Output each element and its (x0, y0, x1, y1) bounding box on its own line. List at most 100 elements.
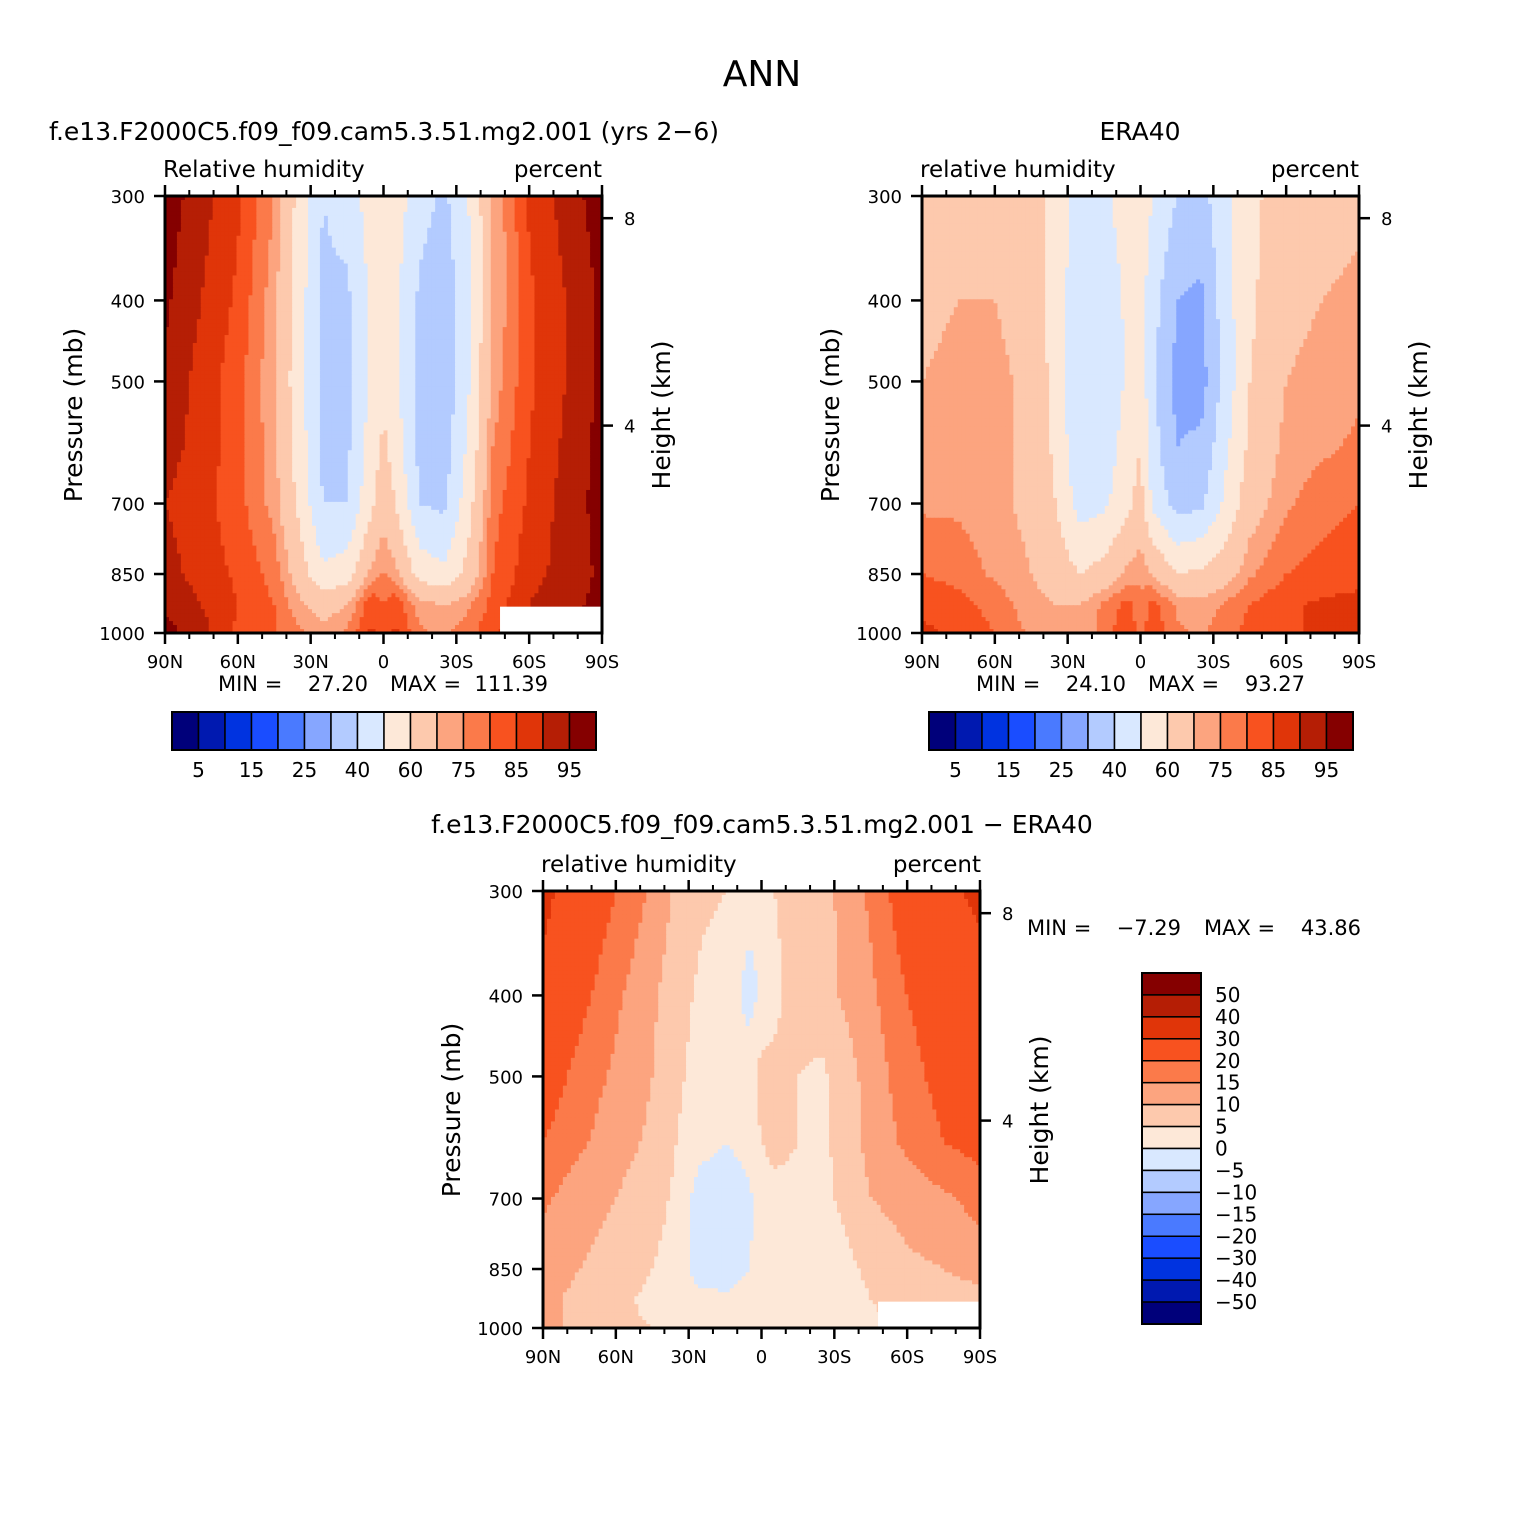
contour-cell (348, 268, 353, 273)
contour-cell (399, 220, 404, 225)
contour-cell (348, 216, 353, 221)
contour-cell (562, 252, 567, 257)
contour-cell (300, 244, 305, 249)
contour-cell (423, 252, 428, 257)
contour-cell (376, 295, 381, 300)
contour-cell (554, 351, 559, 356)
contour-cell (244, 204, 249, 209)
contour-cell (356, 339, 361, 344)
contour-cell (411, 343, 416, 348)
contour-cell (181, 347, 186, 352)
contour-cell (320, 363, 325, 368)
contour-cell (562, 343, 567, 348)
contour-cell (391, 224, 396, 229)
contour-cell (411, 335, 416, 340)
contour-cell (439, 295, 444, 300)
contour-cell (264, 319, 269, 324)
contour-cell (181, 311, 186, 316)
contour-cell (356, 359, 361, 364)
contour-cell (447, 371, 452, 376)
contour-cell (427, 371, 432, 376)
contour-cell (384, 216, 389, 221)
contour-cell (372, 244, 377, 249)
contour-cell (272, 268, 277, 273)
contour-cell (348, 311, 353, 316)
contour-cell (336, 307, 341, 312)
contour-cell (391, 315, 396, 320)
contour-cell (284, 355, 289, 360)
contour-cell (479, 327, 484, 332)
contour-cell (487, 244, 492, 249)
contour-cell (264, 240, 269, 245)
contour-cell (312, 287, 317, 292)
contour-cell (419, 271, 424, 276)
contour-cell (252, 208, 257, 213)
contour-cell (582, 264, 587, 269)
contour-cell (181, 244, 186, 249)
contour-cell (213, 271, 218, 276)
contour-cell (491, 228, 496, 233)
contour-cell (467, 204, 472, 209)
contour-cell (189, 311, 194, 316)
contour-cell (467, 240, 472, 245)
contour-cell (515, 240, 520, 245)
contour-cell (233, 224, 238, 229)
contour-cell (288, 271, 293, 276)
contour-cell (169, 327, 174, 332)
contour-cell (447, 307, 452, 312)
contour-cell (483, 240, 488, 245)
contour-cell (519, 367, 524, 372)
contour-cell (181, 216, 186, 221)
contour-cell (451, 307, 456, 312)
contour-cell (280, 264, 285, 269)
contour-cell (483, 307, 488, 312)
contour-cell (272, 347, 277, 352)
contour-cell (272, 252, 277, 257)
contour-cell (205, 355, 210, 360)
contour-cell (352, 295, 357, 300)
contour-cell (550, 228, 555, 233)
contour-cell (368, 264, 373, 269)
contour-cell (300, 363, 305, 368)
contour-cell (534, 279, 539, 284)
contour-cell (566, 248, 571, 253)
contour-cell (292, 287, 297, 292)
contour-cell (487, 271, 492, 276)
contour-cell (534, 248, 539, 253)
contour-cell (423, 355, 428, 360)
contour-cell (284, 339, 289, 344)
contour-cell (356, 283, 361, 288)
contour-cell (479, 331, 484, 336)
contour-cell (336, 240, 341, 245)
contour-cell (523, 283, 528, 288)
contour-cell (423, 271, 428, 276)
contour-cell (193, 335, 198, 340)
contour-cell (431, 355, 436, 360)
contour-cell (574, 236, 579, 241)
contour-cell (284, 375, 289, 380)
contour-cell (594, 287, 599, 292)
contour-cell (328, 363, 333, 368)
contour-cell (534, 228, 539, 233)
contour-cell (507, 256, 512, 261)
contour-cell (376, 303, 381, 308)
contour-cell (511, 327, 516, 332)
contour-cell (240, 208, 245, 213)
contour-cell (296, 220, 301, 225)
contour-cell (352, 307, 357, 312)
contour-cell (407, 367, 412, 372)
contour-cell (296, 232, 301, 237)
contour-cell (213, 367, 218, 372)
contour-cell (582, 363, 587, 368)
contour-cell (376, 208, 381, 213)
contour-cell (296, 236, 301, 241)
contour-cell (503, 367, 508, 372)
contour-cell (324, 323, 329, 328)
contour-cell (225, 252, 230, 257)
contour-cell (225, 335, 230, 340)
contour-cell (173, 307, 178, 312)
contour-cell (499, 295, 504, 300)
contour-cell (387, 232, 392, 237)
contour-cell (328, 220, 333, 225)
